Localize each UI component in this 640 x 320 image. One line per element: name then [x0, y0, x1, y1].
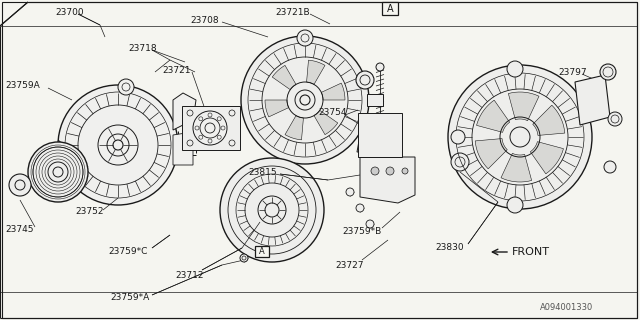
Circle shape	[68, 165, 84, 181]
Circle shape	[507, 61, 523, 77]
Text: 23759*B: 23759*B	[342, 228, 381, 236]
Circle shape	[448, 65, 592, 209]
Polygon shape	[182, 106, 240, 150]
Polygon shape	[314, 110, 338, 135]
Polygon shape	[272, 65, 296, 90]
Polygon shape	[173, 133, 193, 165]
Text: FRONT: FRONT	[512, 247, 550, 257]
Circle shape	[356, 71, 374, 89]
Polygon shape	[531, 142, 563, 174]
Polygon shape	[357, 135, 383, 152]
Circle shape	[451, 153, 469, 171]
Circle shape	[346, 188, 354, 196]
Text: A: A	[387, 4, 394, 13]
Polygon shape	[508, 92, 539, 121]
Circle shape	[608, 112, 622, 126]
Polygon shape	[321, 83, 345, 100]
Circle shape	[376, 63, 384, 71]
Text: 23754: 23754	[318, 108, 346, 116]
Text: A094001330: A094001330	[540, 303, 593, 312]
Text: 23830: 23830	[435, 244, 463, 252]
Circle shape	[356, 204, 364, 212]
Text: 23721: 23721	[162, 66, 191, 75]
Circle shape	[28, 142, 88, 202]
Circle shape	[297, 30, 313, 46]
Text: 23708: 23708	[190, 15, 219, 25]
Polygon shape	[575, 75, 610, 125]
Polygon shape	[475, 139, 508, 169]
Circle shape	[507, 197, 523, 213]
Circle shape	[220, 158, 324, 262]
Polygon shape	[532, 105, 565, 135]
Bar	[382, 2, 398, 15]
Circle shape	[240, 254, 248, 262]
Text: 23752: 23752	[75, 207, 104, 217]
Polygon shape	[360, 157, 415, 203]
Text: 23721B: 23721B	[275, 7, 310, 17]
Text: 23718: 23718	[128, 44, 157, 52]
Polygon shape	[501, 153, 532, 182]
Text: 23712: 23712	[175, 270, 204, 279]
Circle shape	[118, 79, 134, 95]
Circle shape	[241, 36, 369, 164]
Text: 23797: 23797	[558, 68, 587, 76]
Bar	[255, 246, 269, 257]
Polygon shape	[307, 60, 325, 84]
Polygon shape	[265, 100, 289, 117]
Text: 23759*A: 23759*A	[110, 293, 149, 302]
Circle shape	[386, 167, 394, 175]
Polygon shape	[367, 94, 383, 106]
Text: 23700: 23700	[55, 7, 84, 17]
Circle shape	[366, 220, 374, 228]
Text: 23815: 23815	[248, 167, 276, 177]
Circle shape	[371, 167, 379, 175]
Circle shape	[9, 174, 31, 196]
Text: 23759*C: 23759*C	[108, 247, 147, 257]
Polygon shape	[285, 116, 303, 140]
Circle shape	[402, 168, 408, 174]
Circle shape	[451, 130, 465, 144]
Text: 23759A: 23759A	[5, 81, 40, 90]
Circle shape	[193, 111, 227, 145]
Circle shape	[604, 161, 616, 173]
Text: A: A	[259, 247, 265, 256]
Circle shape	[58, 85, 178, 205]
Text: 23727: 23727	[335, 260, 364, 269]
Polygon shape	[173, 93, 196, 130]
Polygon shape	[477, 100, 509, 132]
Circle shape	[600, 64, 616, 80]
Text: 23745: 23745	[5, 226, 33, 235]
Bar	[358, 113, 402, 157]
